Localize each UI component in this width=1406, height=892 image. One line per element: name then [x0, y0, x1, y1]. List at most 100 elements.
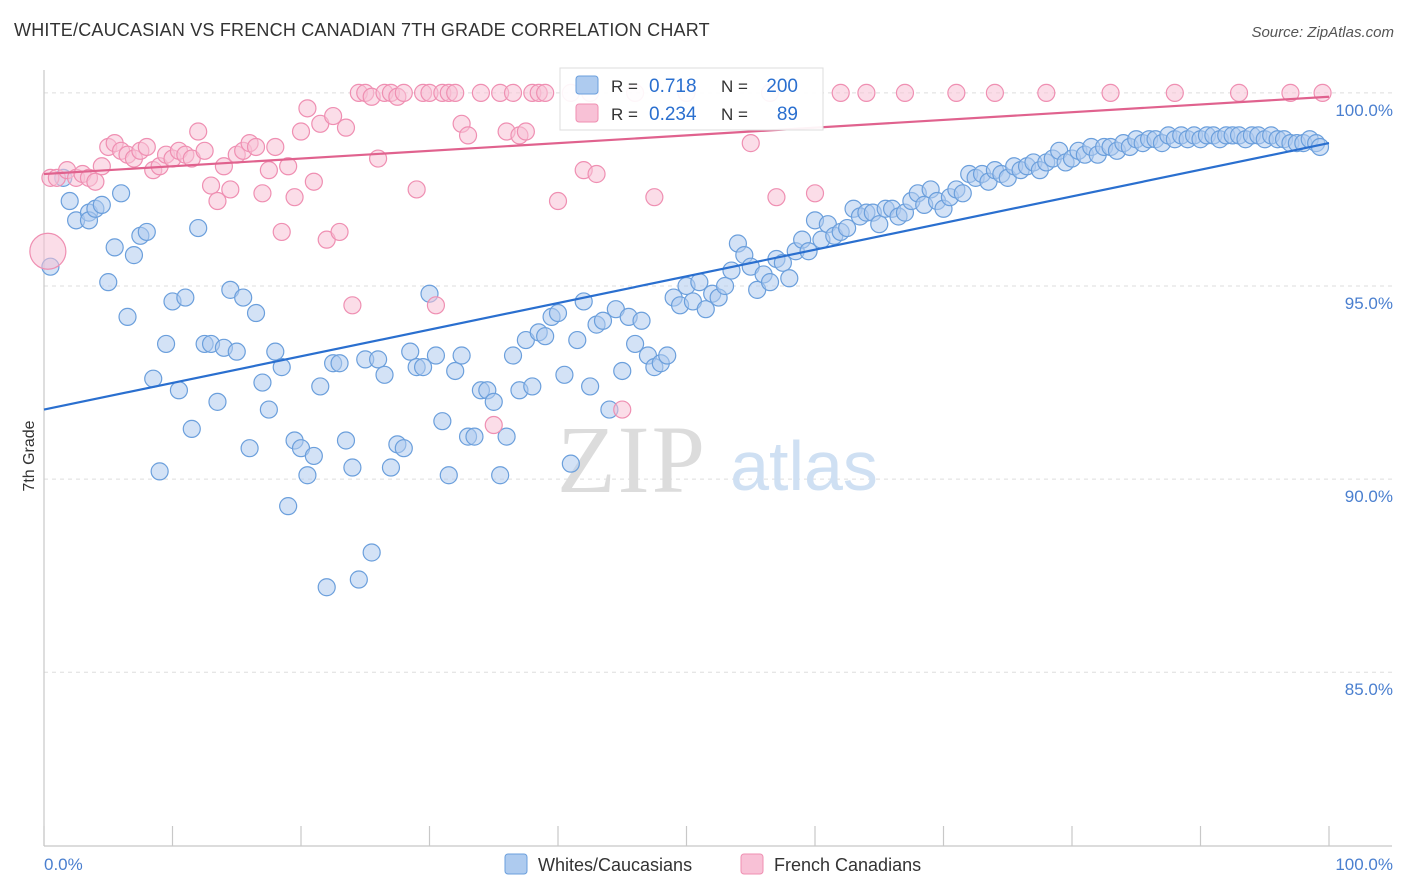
data-point [568, 330, 587, 350]
gridlines [44, 92, 1392, 673]
data-point [838, 218, 857, 238]
data-point [221, 180, 240, 199]
legend-label-whites: Whites/Caucasians [538, 855, 692, 875]
data-point [105, 238, 124, 257]
data-point [491, 466, 510, 485]
bottom-legend: Whites/Caucasians French Canadians [504, 853, 921, 875]
data-point [246, 137, 266, 157]
data-point [831, 83, 850, 102]
data-point [401, 342, 420, 361]
data-point [548, 191, 568, 211]
data-point [189, 122, 208, 141]
data-point [1101, 83, 1120, 102]
y-tick-labels: 100.0% 95.0% 90.0% 85.0% [1335, 101, 1393, 699]
data-point [613, 400, 632, 419]
data-point [658, 346, 677, 365]
data-point [780, 269, 799, 288]
data-point [805, 184, 825, 203]
data-point [137, 137, 156, 157]
data-point [433, 412, 452, 431]
data-point [124, 246, 144, 265]
data-point [92, 157, 111, 176]
data-point [266, 342, 285, 361]
data-point [169, 381, 189, 400]
stats-legend-swatch-pink [575, 103, 599, 123]
data-point [446, 361, 465, 381]
stats-legend-r-label-pink: R = [611, 105, 638, 124]
stats-legend: R = 0.718 N = 200 R = 0.234 N = 89 [559, 67, 824, 131]
data-point [394, 439, 413, 458]
source-label: Source: ZipAtlas.com [1251, 24, 1394, 41]
data-point [156, 334, 176, 354]
data-point [349, 570, 368, 589]
data-point [426, 296, 446, 315]
data-point [426, 346, 446, 365]
y-tick-label: 90.0% [1345, 487, 1393, 506]
data-point [722, 261, 741, 280]
data-point [272, 222, 291, 242]
data-point [208, 392, 227, 411]
data-point [182, 419, 201, 438]
stats-legend-r-value-blue: 0.718 [649, 76, 697, 97]
data-point [516, 122, 535, 141]
data-point [111, 184, 131, 203]
data-point [760, 273, 780, 292]
data-point [176, 288, 195, 307]
data-point [497, 427, 516, 446]
data-point [394, 83, 413, 102]
trend-line-french [43, 95, 1330, 176]
x-tick-marks [43, 826, 1330, 846]
data-point [29, 232, 67, 270]
stats-legend-swatch-blue [575, 75, 599, 95]
data-point [285, 188, 304, 207]
data-point [484, 392, 503, 411]
stats-legend-n-value-blue: 200 [766, 76, 798, 97]
data-point [298, 99, 317, 118]
y-axis-label: 7th Grade [21, 420, 38, 491]
data-point [272, 358, 291, 377]
data-point [953, 184, 972, 203]
data-point [311, 377, 330, 396]
data-point [189, 218, 208, 238]
data-point [1229, 83, 1249, 102]
data-point [741, 134, 760, 153]
data-point [625, 334, 645, 354]
stats-legend-n-label-pink: N = [721, 105, 748, 124]
data-point [1165, 83, 1184, 102]
data-point [150, 462, 169, 481]
data-point [343, 296, 362, 315]
y-tick-label: 85.0% [1345, 680, 1393, 699]
x-tick-label-right: 100.0% [1335, 855, 1393, 874]
data-point [985, 83, 1005, 102]
data-point [767, 188, 786, 207]
legend-swatch-french [740, 853, 764, 875]
data-point [208, 191, 227, 211]
stats-legend-r-label-blue: R = [611, 77, 638, 96]
y-tick-label: 100.0% [1335, 101, 1393, 120]
data-point [201, 176, 221, 195]
data-point [259, 400, 278, 419]
data-point [446, 83, 465, 102]
data-point [632, 311, 651, 330]
data-point [381, 458, 401, 477]
x-tick-label-left: 0.0% [44, 855, 83, 874]
data-point [458, 126, 478, 145]
data-point [253, 373, 272, 392]
data-point [870, 215, 889, 234]
data-point [330, 354, 349, 373]
data-point [259, 161, 278, 180]
data-point [696, 300, 715, 319]
data-point [407, 180, 426, 199]
data-point [613, 361, 632, 381]
series-french-canadians [29, 83, 1332, 435]
data-point [240, 439, 259, 458]
data-point [593, 311, 613, 330]
data-point [715, 276, 735, 296]
data-point [587, 164, 606, 184]
axes [43, 70, 1392, 847]
legend-label-french: French Canadians [774, 855, 921, 875]
stats-legend-box [559, 67, 824, 131]
stats-legend-r-value-pink: 0.234 [649, 104, 697, 125]
data-point [336, 118, 356, 137]
